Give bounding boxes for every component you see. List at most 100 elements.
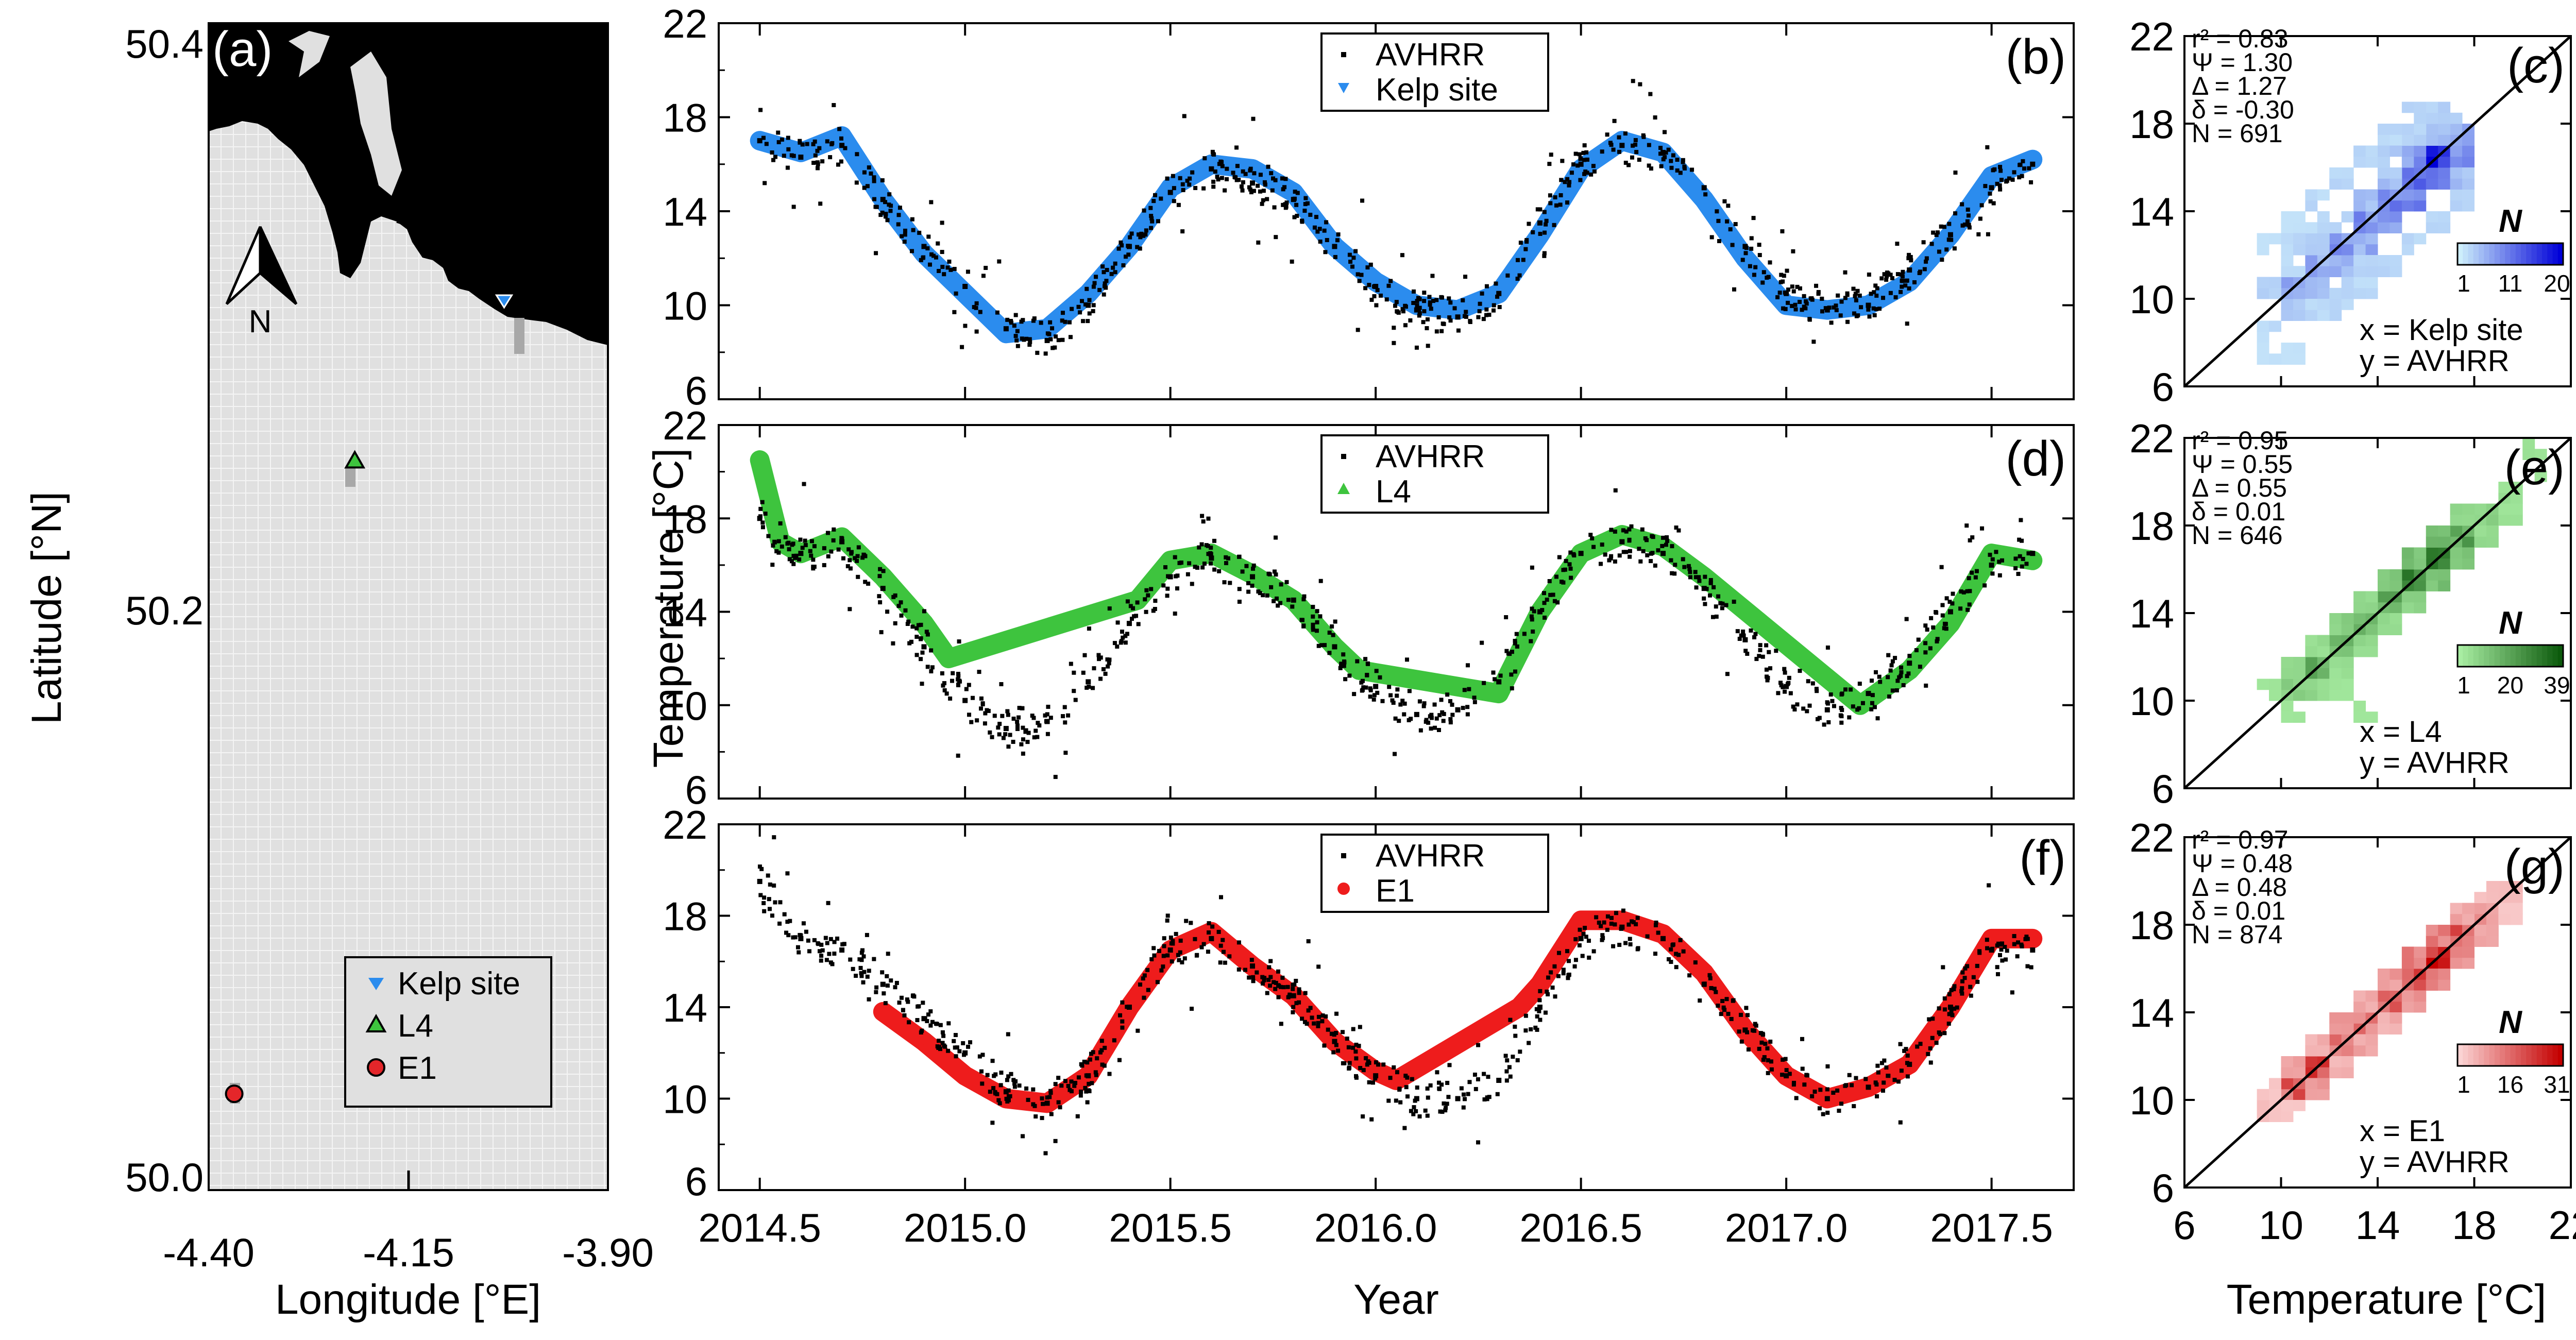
avhrr-point — [1565, 949, 1569, 954]
avhrr-point — [1822, 722, 1826, 727]
avhrr-point — [1415, 303, 1419, 308]
avhrr-point — [1588, 533, 1593, 537]
avhrr-point — [1664, 542, 1668, 547]
avhrr-point — [785, 871, 790, 876]
avhrr-point — [759, 867, 764, 871]
avhrr-point — [1367, 283, 1371, 287]
avhrr-point — [1693, 575, 1698, 580]
heatmap-cell — [2474, 936, 2487, 947]
avhrr-point — [1962, 222, 1967, 227]
avhrr-point — [1005, 709, 1010, 714]
avhrr-point — [848, 607, 852, 612]
colorbar-tick-label: 1 — [2457, 270, 2470, 297]
avhrr-point — [1559, 178, 1564, 182]
avhrr-point — [836, 547, 841, 552]
avhrr-point — [1402, 712, 1406, 717]
avhrr-point — [1258, 173, 1263, 177]
avhrr-point — [1084, 1089, 1089, 1094]
heatmap-cell — [2462, 200, 2475, 212]
avhrr-point — [1142, 208, 1146, 213]
avhrr-point — [1714, 604, 1718, 609]
avhrr-point — [865, 932, 869, 937]
avhrr-point — [1907, 660, 1912, 666]
avhrr-point — [1973, 575, 1978, 580]
avhrr-point — [975, 718, 979, 723]
avhrr-point — [1568, 566, 1573, 571]
avhrr-point — [1202, 562, 1207, 566]
heatmap-cell — [2414, 547, 2427, 559]
avhrr-point — [1626, 922, 1631, 927]
avhrr-point — [1863, 1077, 1868, 1081]
avhrr-point — [1989, 185, 1994, 191]
avhrr-point — [903, 608, 908, 613]
site-point — [1085, 290, 1092, 297]
avhrr-point — [901, 1008, 906, 1013]
avhrr-point — [1291, 993, 1296, 998]
avhrr-point — [857, 957, 862, 962]
avhrr-point — [1599, 924, 1603, 928]
avhrr-point — [1441, 719, 1446, 723]
avhrr-point — [1888, 668, 1893, 673]
avhrr-point — [1732, 287, 1737, 292]
avhrr-point — [1162, 944, 1166, 948]
heatmap-cell — [2486, 925, 2499, 936]
avhrr-point — [1631, 143, 1635, 148]
heatmap-cell — [2257, 353, 2269, 365]
avhrr-point — [1735, 629, 1740, 634]
colorbar-segment — [2510, 243, 2516, 265]
avhrr-point — [1857, 293, 1862, 298]
avhrr-point — [1171, 939, 1175, 943]
avhrr-point — [997, 722, 1002, 726]
stat-label: δ = 0.01 — [2192, 497, 2285, 526]
heatmap-cell — [2269, 679, 2281, 690]
avhrr-point — [1237, 554, 1242, 559]
ytick-label: 22 — [663, 802, 707, 847]
avhrr-point — [1995, 972, 2000, 976]
colorbar-segment — [2468, 243, 2474, 265]
avhrr-point — [2010, 177, 2015, 182]
avhrr-point — [840, 942, 845, 947]
stat-label: Ψ = 0.55 — [2192, 450, 2293, 479]
avhrr-point — [1503, 1054, 1508, 1058]
avhrr-point — [1890, 659, 1895, 664]
avhrr-point — [1050, 346, 1055, 350]
avhrr-point — [1612, 118, 1617, 123]
heatmap-cell — [2281, 233, 2294, 245]
avhrr-point — [778, 900, 783, 905]
avhrr-point — [1560, 580, 1564, 584]
heatmap-cell — [2378, 211, 2390, 223]
heatmap-cell — [2305, 679, 2318, 690]
avhrr-point — [1012, 1081, 1017, 1086]
avhrr-point — [1372, 693, 1377, 698]
colorbar-segment — [2536, 1044, 2543, 1066]
avhrr-point — [1063, 751, 1068, 755]
avhrr-point — [1952, 1006, 1957, 1011]
heatmap-cell — [2293, 299, 2306, 310]
avhrr-point — [1567, 959, 1571, 963]
avhrr-point — [942, 688, 947, 692]
avhrr-point — [1193, 937, 1197, 941]
avhrr-point — [1534, 1007, 1539, 1011]
heatmap-cell — [2401, 167, 2414, 179]
avhrr-point — [1843, 296, 1848, 300]
avhrr-point — [829, 142, 834, 146]
avhrr-point — [1219, 160, 1224, 164]
avhrr-point — [1201, 186, 1206, 191]
avhrr-point-cloud — [758, 79, 2033, 356]
avhrr-point — [1421, 320, 1426, 325]
avhrr-point — [1201, 942, 1206, 946]
colorbar-segment — [2542, 1044, 2548, 1066]
avhrr-point — [1990, 571, 1995, 576]
avhrr-point — [1665, 538, 1670, 543]
avhrr-point — [940, 265, 945, 269]
stat-label: r² = 0.95 — [2192, 426, 2289, 455]
heatmap-cell — [2450, 925, 2463, 936]
avhrr-point — [1800, 1066, 1805, 1071]
avhrr-point — [1283, 206, 1288, 210]
avhrr-point — [1063, 1079, 1067, 1083]
avhrr-point — [1619, 143, 1625, 148]
avhrr-point — [1701, 185, 1707, 191]
avhrr-point — [1424, 718, 1429, 722]
heatmap-cell — [2353, 1001, 2366, 1013]
avhrr-point — [1802, 294, 1806, 298]
